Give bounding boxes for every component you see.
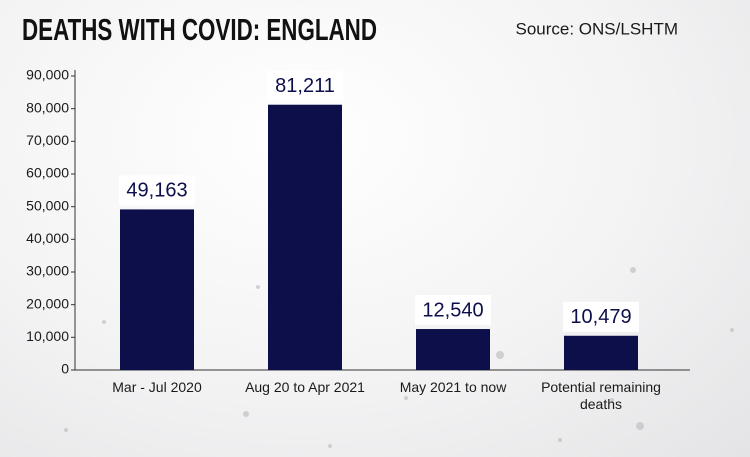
bar <box>120 209 194 370</box>
value-label: 10,479 <box>570 306 631 328</box>
value-label-box <box>415 295 491 326</box>
y-tick-label: 70,000 <box>26 132 69 148</box>
x-tick-label: Mar - Jul 2020 <box>112 379 202 395</box>
value-label-box <box>119 175 195 206</box>
y-tick-label: 0 <box>61 361 69 377</box>
y-tick-label: 90,000 <box>26 67 69 83</box>
y-tick-label: 50,000 <box>26 197 69 213</box>
y-tick-label: 40,000 <box>26 230 69 246</box>
x-tick-label: Aug 20 to Apr 2021 <box>245 379 365 395</box>
value-label-box <box>563 301 639 332</box>
bar <box>564 335 638 370</box>
x-tick-label: May 2021 to now <box>399 379 507 395</box>
bar <box>416 329 490 370</box>
value-label-box <box>267 70 343 101</box>
value-label: 12,540 <box>422 299 483 321</box>
y-tick-label: 30,000 <box>26 263 69 279</box>
source: Source: ONS/LSHTM <box>516 19 679 38</box>
value-label: 81,211 <box>275 75 335 97</box>
bar <box>268 104 342 371</box>
speckles <box>64 267 734 448</box>
y-tick-label: 20,000 <box>26 295 69 311</box>
x-tick-label: Potential remaining deaths <box>541 379 661 412</box>
chart-title: DEATHS WITH COVID: ENGLAND <box>22 12 377 47</box>
value-label: 49,163 <box>126 180 187 202</box>
y-tick-label: 10,000 <box>26 328 69 344</box>
y-tick-label: 80,000 <box>26 99 69 115</box>
y-tick-label: 60,000 <box>26 165 69 181</box>
